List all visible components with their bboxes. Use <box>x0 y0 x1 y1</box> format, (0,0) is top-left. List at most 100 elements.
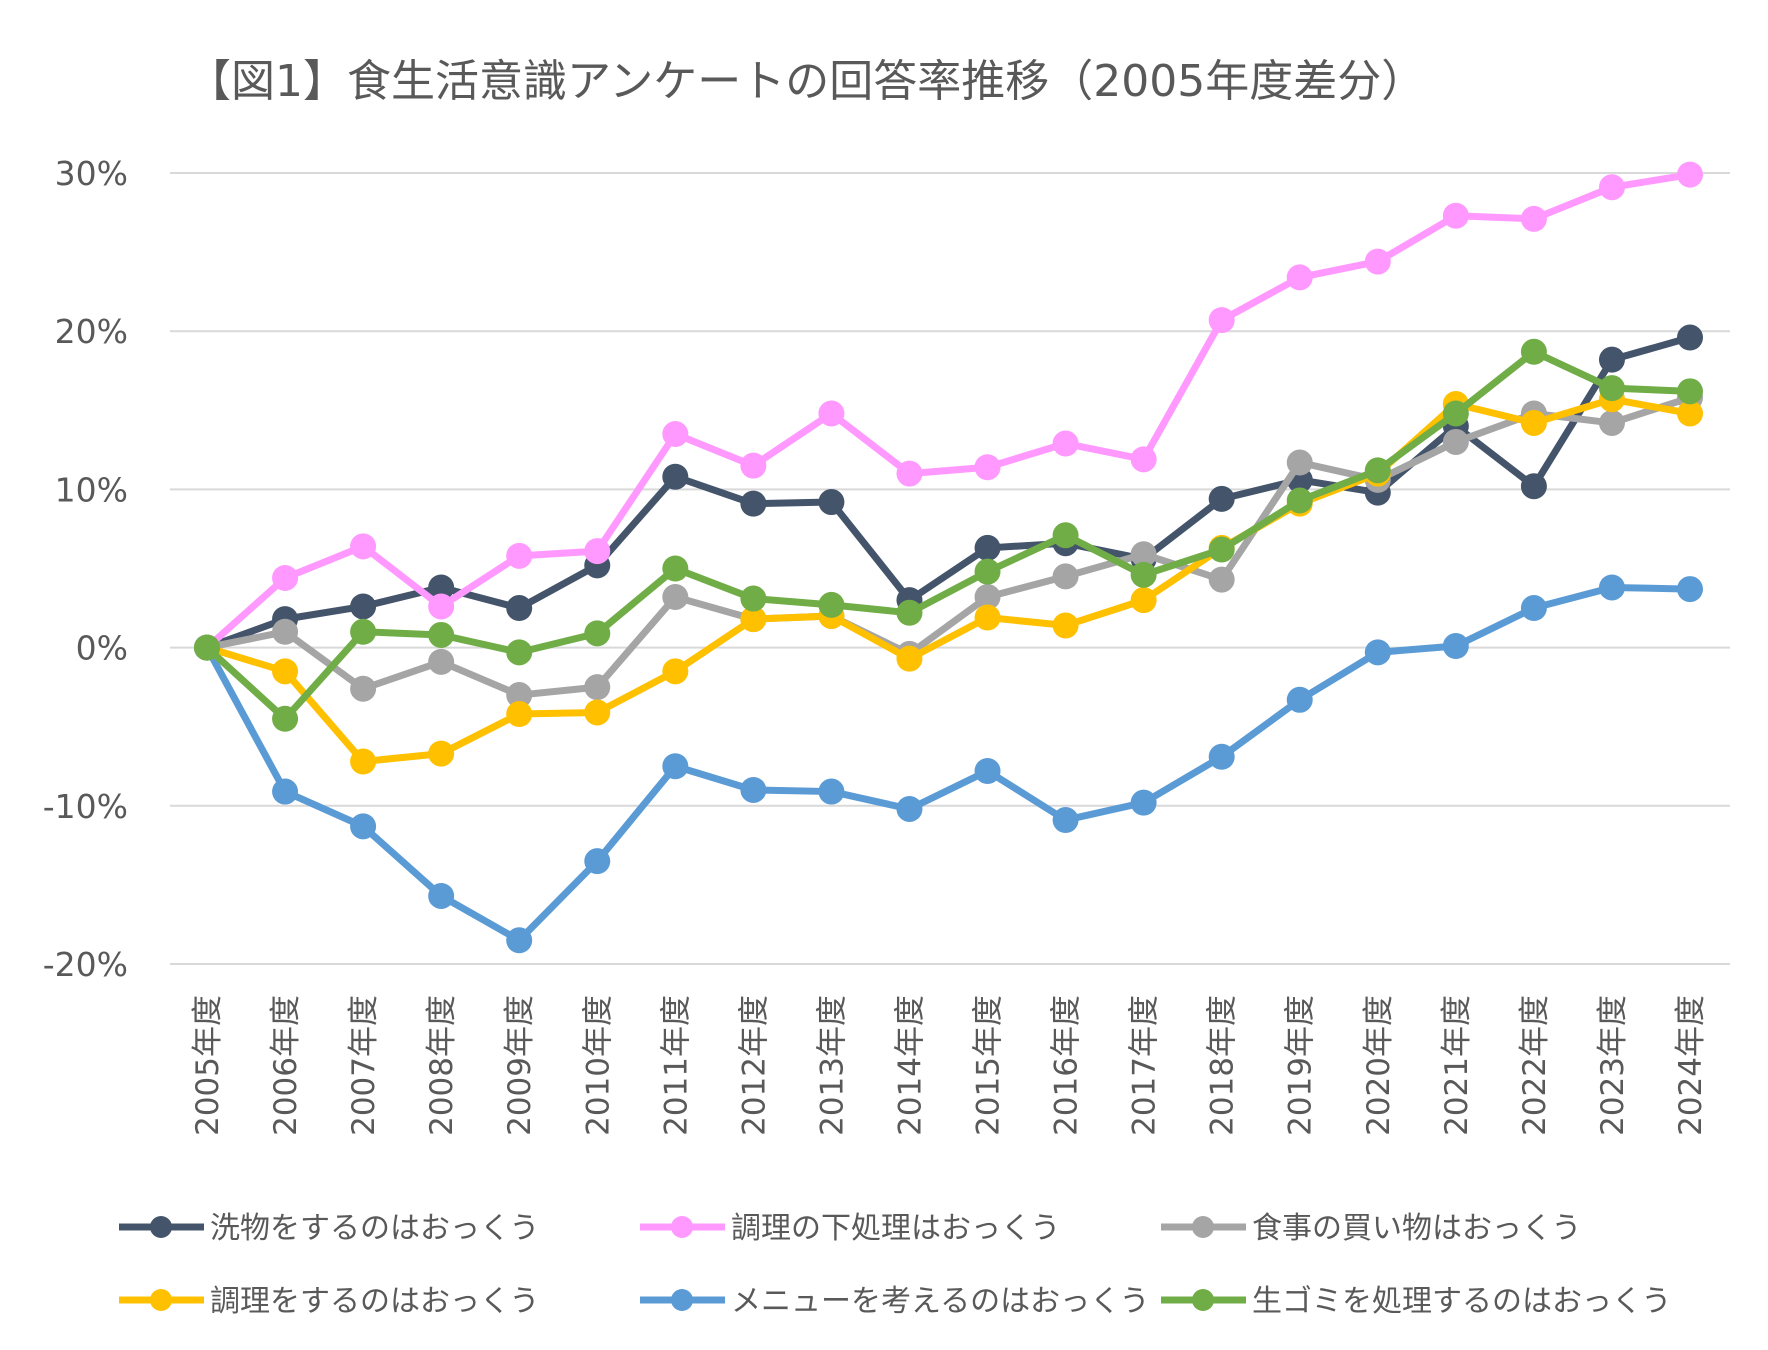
data-point <box>1364 639 1391 666</box>
data-point <box>974 534 1001 561</box>
legend-label: 調理の下処理はおっくう <box>731 1211 1060 1246</box>
legend-label: 食事の買い物はおっくう <box>1252 1211 1581 1246</box>
data-point <box>506 542 533 569</box>
data-point <box>584 848 611 875</box>
legend-swatch-marker <box>150 1289 172 1311</box>
data-point <box>350 593 377 620</box>
data-point <box>350 748 377 775</box>
y-axis: 30% 20% 10% 0% -10% -20% <box>43 154 128 984</box>
data-point <box>740 452 767 479</box>
x-tick-label: 2007年度 <box>346 995 382 1136</box>
data-point <box>1052 522 1079 549</box>
data-point <box>350 675 377 702</box>
data-point <box>1442 400 1469 427</box>
y-tick-label: -20% <box>43 945 128 984</box>
data-point <box>1052 563 1079 590</box>
legend-label: 洗物をするのはおっくう <box>210 1211 539 1246</box>
x-tick-label: 2012年度 <box>736 995 772 1136</box>
data-point <box>1130 446 1157 473</box>
data-point <box>584 674 611 701</box>
data-point <box>1052 807 1079 834</box>
x-tick-label: 2009年度 <box>502 995 538 1136</box>
legend-label: 調理をするのはおっくう <box>210 1284 539 1319</box>
legend-swatch-marker <box>1192 1216 1214 1238</box>
data-point <box>584 538 611 565</box>
x-tick-label: 2008年度 <box>424 995 460 1136</box>
data-point <box>896 645 923 672</box>
data-point <box>1520 409 1547 436</box>
data-point <box>974 454 1001 481</box>
data-point <box>194 634 220 661</box>
data-point <box>1208 307 1235 334</box>
data-point <box>896 795 923 822</box>
legend-item: 調理をするのはおっくう <box>119 1284 539 1319</box>
data-point <box>662 463 689 490</box>
data-point <box>272 564 299 591</box>
data-point <box>506 927 533 954</box>
data-point <box>974 604 1001 631</box>
data-point <box>428 648 455 675</box>
x-tick-label: 2015年度 <box>971 995 1007 1136</box>
x-tick-label: 2020年度 <box>1361 995 1397 1136</box>
chart-title: 【図1】食生活意識アンケートの回答率推移（2005年度差分） <box>187 56 1425 107</box>
data-point <box>1520 595 1547 622</box>
x-tick-label: 2022年度 <box>1517 995 1553 1136</box>
x-tick-label: 2014年度 <box>892 995 928 1136</box>
data-point <box>1598 346 1625 373</box>
data-point <box>1130 541 1157 568</box>
y-tick-label: 0% <box>76 629 128 668</box>
data-point <box>662 753 689 780</box>
data-point <box>350 533 377 560</box>
legend-item: 洗物をするのはおっくう <box>119 1211 539 1246</box>
x-tick-label: 2005年度 <box>190 995 226 1136</box>
x-tick-label: 2006年度 <box>268 995 304 1136</box>
series-group <box>194 161 1703 954</box>
series-line <box>205 395 1691 766</box>
legend-item: 生ゴミを処理するのはおっくう <box>1161 1284 1671 1319</box>
data-point <box>662 658 689 685</box>
data-point <box>584 699 611 726</box>
data-point <box>1364 248 1391 275</box>
legend-swatch-marker <box>150 1216 172 1238</box>
series-line <box>204 171 1691 651</box>
data-point <box>428 621 455 648</box>
data-point <box>1520 205 1547 232</box>
series-line <box>206 394 1692 699</box>
series-line <box>205 334 1691 651</box>
data-point <box>1052 612 1079 639</box>
y-tick-label: -10% <box>43 787 128 826</box>
data-point <box>1598 574 1625 601</box>
data-point <box>584 620 611 647</box>
data-point <box>506 595 533 622</box>
x-tick-label: 2016年度 <box>1049 995 1085 1136</box>
data-point <box>428 882 455 909</box>
legend-swatch-marker <box>671 1216 693 1238</box>
data-point <box>1208 485 1235 512</box>
data-point <box>1130 789 1157 816</box>
data-point <box>350 618 377 645</box>
data-point <box>974 558 1001 585</box>
data-point <box>272 658 299 685</box>
data-point <box>1052 430 1079 457</box>
data-point <box>974 583 1001 610</box>
data-point <box>662 555 689 582</box>
series-0 <box>194 324 1703 661</box>
data-point <box>818 591 845 618</box>
data-point <box>974 757 1001 784</box>
data-point <box>428 574 455 601</box>
data-point <box>428 740 455 767</box>
data-point <box>1442 202 1469 229</box>
data-point <box>740 776 767 803</box>
data-point <box>1442 428 1469 455</box>
series-5 <box>194 338 1703 732</box>
x-tick-label: 2011年度 <box>658 995 694 1136</box>
data-point <box>662 421 689 448</box>
data-point <box>1520 338 1547 365</box>
y-tick-label: 10% <box>55 470 128 509</box>
data-point <box>1598 375 1625 402</box>
series-2 <box>194 384 1703 709</box>
data-point <box>506 639 533 666</box>
x-tick-label: 2024年度 <box>1673 995 1709 1136</box>
data-point <box>818 489 845 516</box>
